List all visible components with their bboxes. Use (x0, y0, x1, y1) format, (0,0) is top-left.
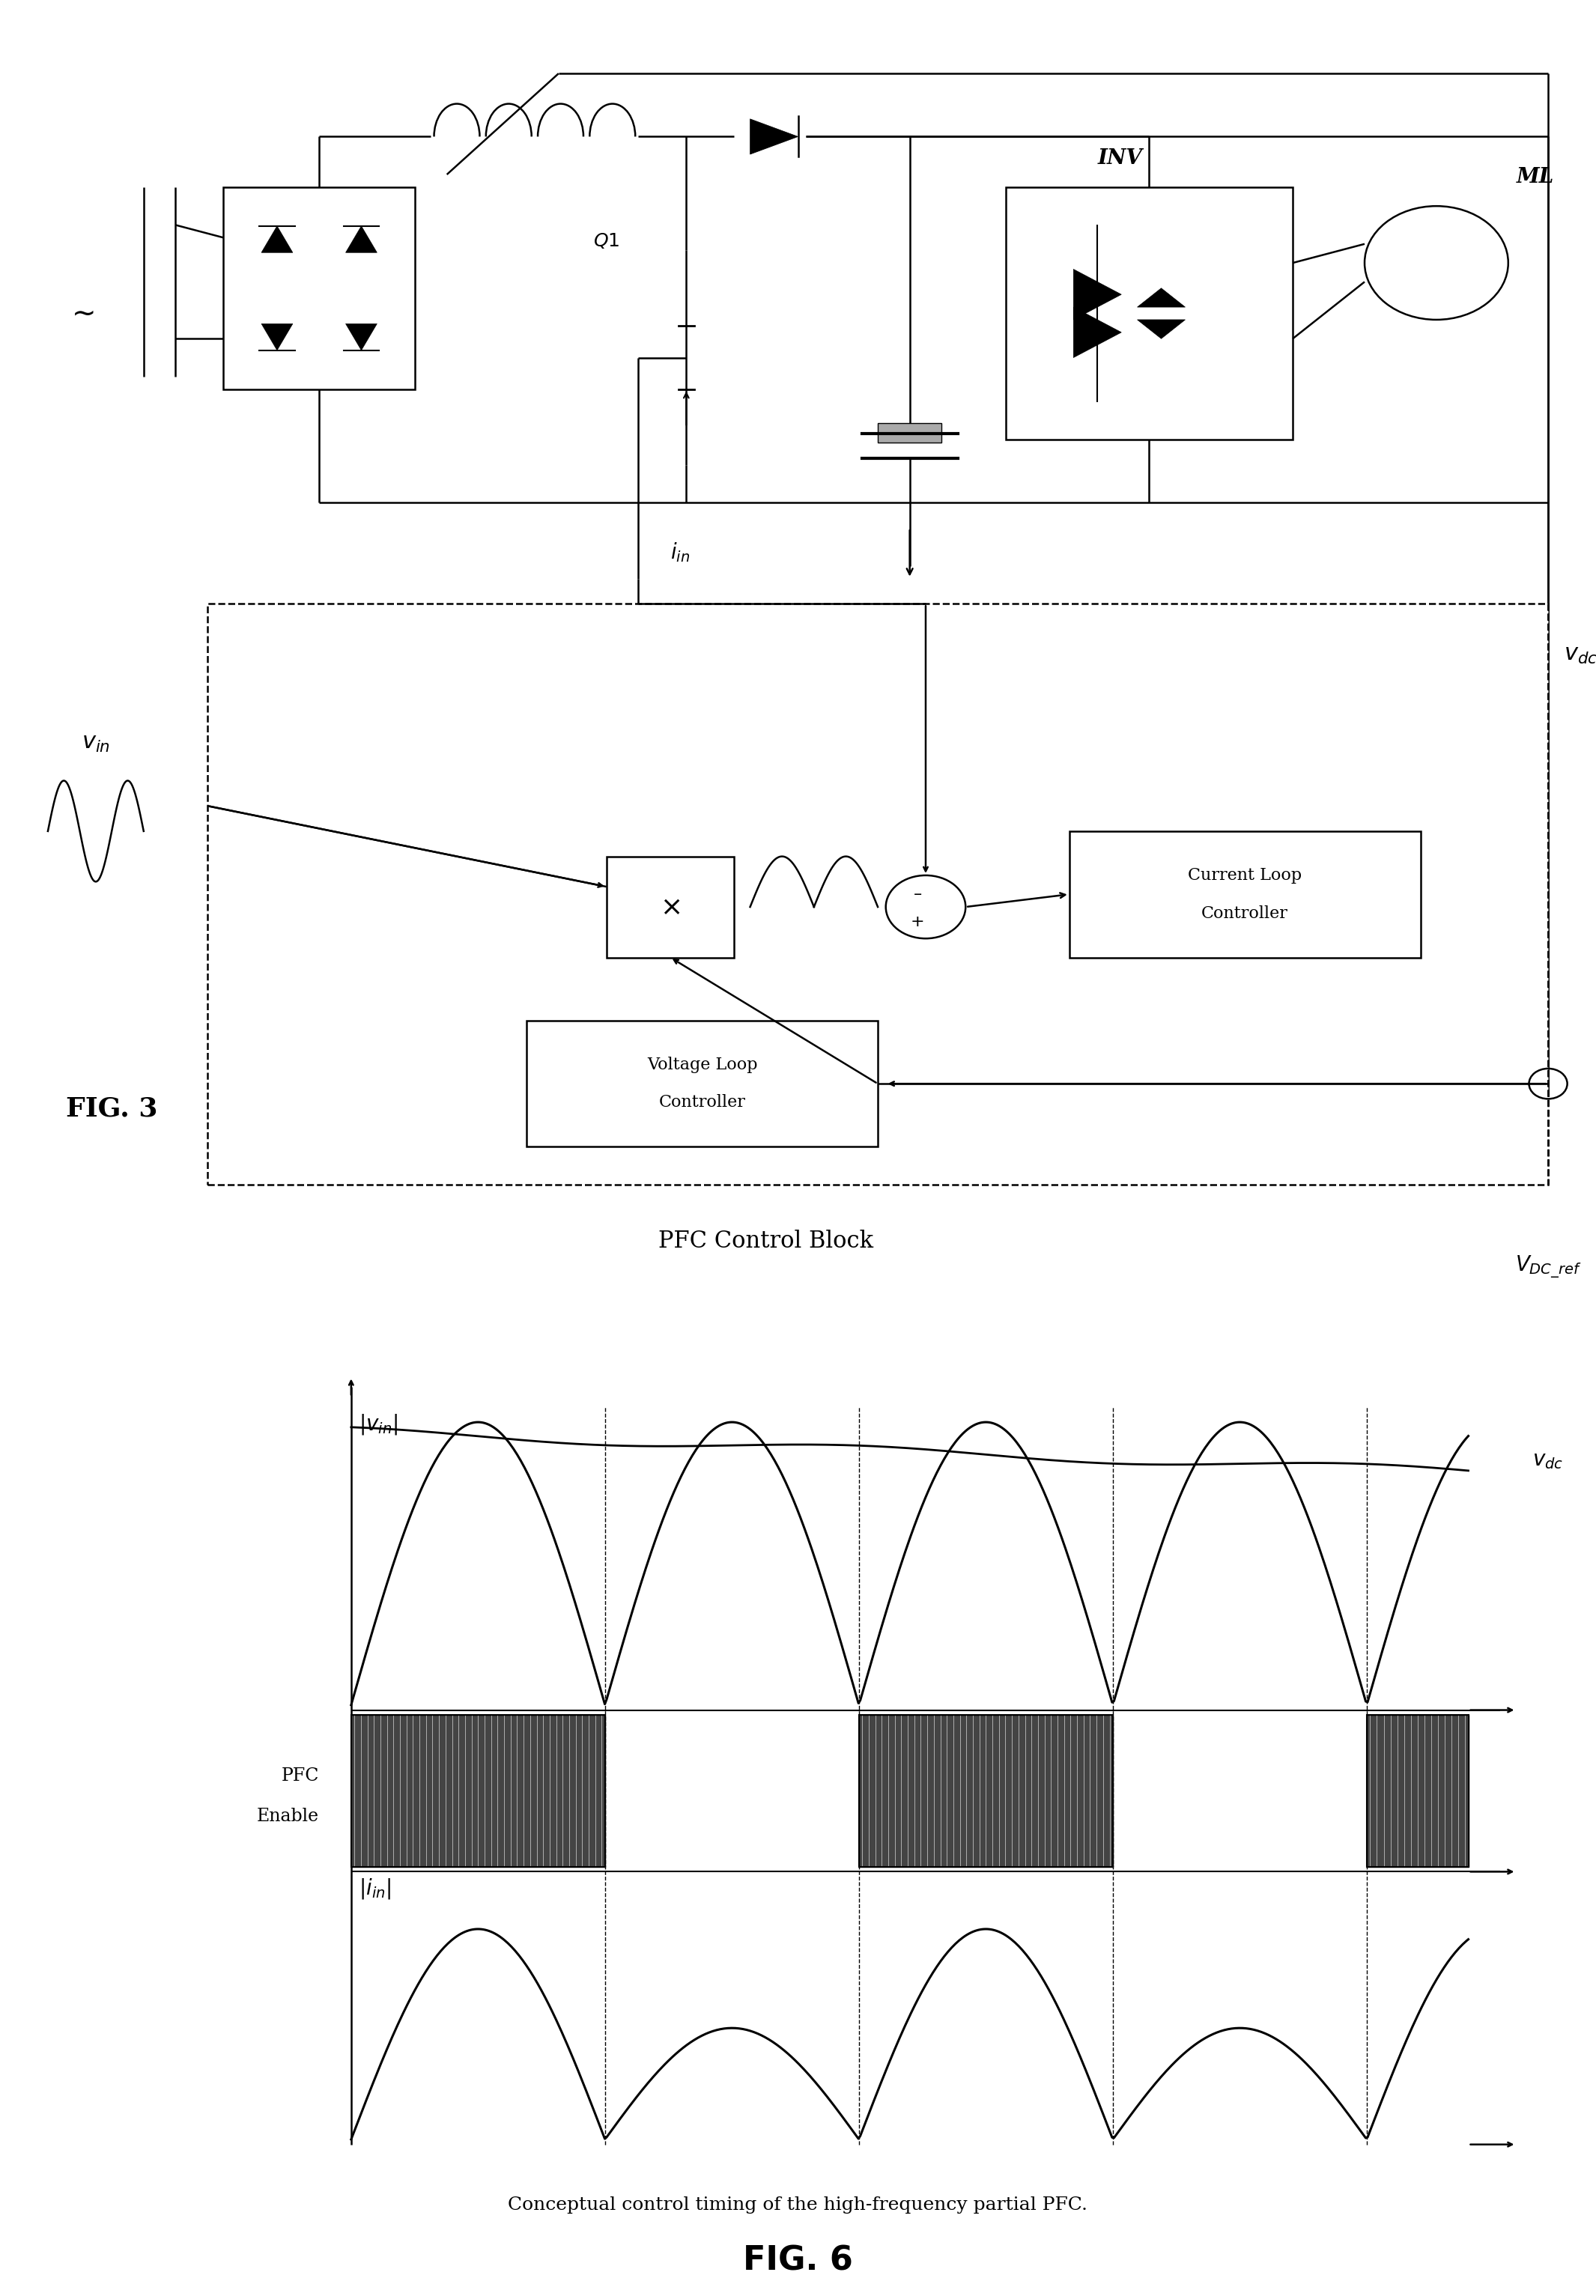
Text: Conceptual control timing of the high-frequency partial PFC.: Conceptual control timing of the high-fr… (508, 2197, 1088, 2213)
Polygon shape (346, 324, 377, 351)
Text: Voltage Loop: Voltage Loop (646, 1056, 758, 1072)
Text: INV: INV (1098, 147, 1143, 168)
Text: Enable: Enable (257, 1807, 319, 1825)
Text: FIG. 6: FIG. 6 (744, 2245, 852, 2278)
Bar (1069, 831, 1420, 957)
Polygon shape (1138, 289, 1186, 308)
Text: $|i_{in}|$: $|i_{in}|$ (359, 1876, 391, 1901)
Polygon shape (262, 225, 292, 253)
Text: Controller: Controller (1202, 905, 1288, 921)
Text: $v_{dc}$: $v_{dc}$ (1564, 643, 1596, 666)
Text: Current Loop: Current Loop (1187, 868, 1302, 884)
Polygon shape (346, 225, 377, 253)
Text: $v_{dc}$: $v_{dc}$ (1532, 1451, 1562, 1472)
Text: $i_{in}$: $i_{in}$ (670, 540, 689, 565)
Bar (207, 604, 1548, 1185)
Bar (878, 422, 942, 443)
Text: ML: ML (1516, 168, 1555, 188)
Bar (351, 1715, 605, 1867)
Bar (1366, 1715, 1468, 1867)
Text: PFC: PFC (281, 1768, 319, 1784)
Bar (859, 1715, 1112, 1867)
Bar (351, 1715, 605, 1867)
Text: $Q1$: $Q1$ (594, 232, 619, 250)
Text: Controller: Controller (659, 1095, 745, 1111)
Polygon shape (1074, 269, 1122, 319)
Text: FIG. 3: FIG. 3 (65, 1095, 158, 1123)
Text: $\sim$: $\sim$ (65, 298, 94, 328)
Circle shape (886, 875, 966, 939)
Text: $\times$: $\times$ (661, 893, 680, 921)
Text: $v_{in}$: $v_{in}$ (81, 730, 110, 755)
Polygon shape (1074, 308, 1122, 358)
Polygon shape (750, 119, 798, 154)
Bar (859, 1715, 1112, 1867)
Bar (223, 188, 415, 388)
Text: +: + (911, 914, 924, 930)
Bar (1366, 1715, 1468, 1867)
Text: $|v_{in}|$: $|v_{in}|$ (359, 1412, 397, 1435)
Polygon shape (262, 324, 292, 351)
Text: $V_{DC\_ref}$: $V_{DC\_ref}$ (1515, 1254, 1582, 1279)
Text: –: – (913, 886, 922, 902)
Polygon shape (1138, 319, 1186, 338)
Bar (1005, 188, 1293, 441)
Text: PFC Control Block: PFC Control Block (659, 1231, 873, 1254)
Bar (606, 856, 734, 957)
Bar (527, 1019, 878, 1148)
